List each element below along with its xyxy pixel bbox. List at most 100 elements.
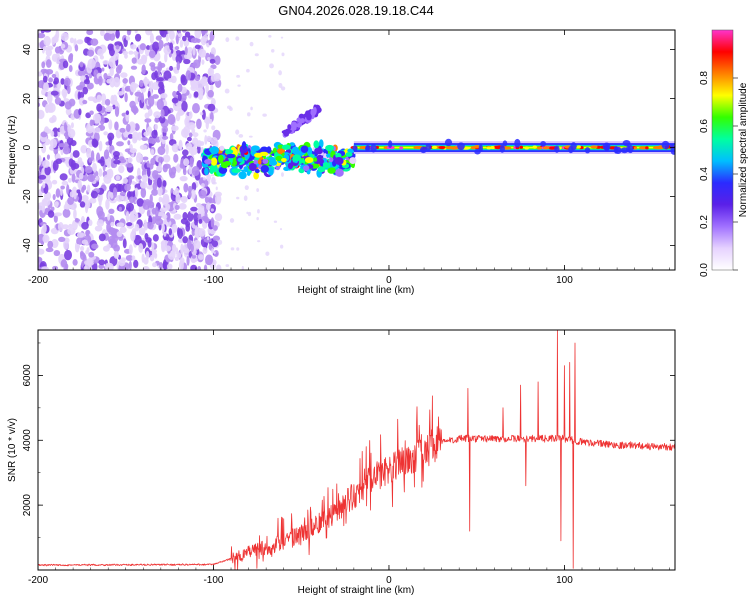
noise-blob — [165, 33, 169, 42]
transition-blob — [246, 170, 251, 177]
noise-blob — [88, 251, 95, 258]
noise-blob — [134, 91, 143, 97]
noise-blob — [182, 212, 188, 221]
noise-blob — [175, 54, 183, 64]
noise-blob — [79, 172, 84, 180]
noise-blob — [177, 109, 185, 116]
noise-blob — [139, 144, 148, 150]
carrier-wiggle — [388, 140, 393, 148]
noise-blob — [114, 106, 120, 117]
noise-blob — [262, 113, 267, 117]
noise-blob — [41, 61, 46, 69]
noise-blob — [177, 33, 183, 38]
spectrogram-xlabel: Height of straight line (km) — [298, 285, 415, 296]
noise-blob — [116, 231, 123, 238]
noise-blob — [197, 265, 202, 270]
noise-blob — [98, 259, 106, 266]
transition-blob — [248, 162, 257, 172]
upper-arm-blob — [296, 117, 301, 122]
noise-blob — [244, 185, 249, 191]
noise-blob — [87, 49, 95, 57]
transition-blob — [327, 167, 336, 174]
noise-blob — [109, 77, 116, 88]
noise-blob — [211, 248, 215, 254]
noise-blob — [151, 72, 157, 81]
noise-blob — [38, 248, 45, 255]
noise-blob — [160, 93, 168, 99]
noise-blob — [173, 213, 182, 220]
noise-blob — [164, 245, 172, 252]
noise-blob — [278, 82, 283, 89]
transition-blob — [345, 151, 353, 157]
noise-blob — [69, 191, 75, 198]
noise-blob — [79, 250, 84, 257]
noise-blob — [134, 223, 140, 232]
noise-blob — [154, 123, 158, 131]
noise-blob — [85, 250, 89, 255]
noise-blob — [265, 251, 270, 256]
noise-blob — [205, 254, 214, 266]
noise-blob — [246, 68, 250, 73]
noise-blob — [42, 160, 50, 168]
snr-series-line — [38, 330, 675, 570]
noise-blob — [46, 45, 54, 51]
noise-blob — [53, 250, 61, 257]
noise-blob — [204, 135, 208, 145]
noise-blob — [161, 135, 169, 140]
transition-blob — [226, 153, 236, 159]
noise-blob — [145, 250, 150, 260]
noise-blob — [45, 59, 52, 68]
noise-blob — [280, 36, 284, 39]
noise-blob — [118, 165, 125, 174]
snr-plot-area — [38, 330, 675, 570]
noise-blob — [181, 128, 189, 138]
figure-title: GN04.2026.028.19.18.C44 — [278, 3, 433, 18]
noise-blob — [214, 55, 221, 66]
carrier-wiggle — [584, 147, 591, 154]
noise-blob — [193, 212, 200, 223]
noise-blob — [170, 125, 179, 132]
carrier-wiggle — [420, 146, 427, 154]
noise-blob — [126, 202, 134, 212]
noise-blob — [81, 221, 89, 230]
noise-blob — [112, 150, 120, 157]
snr-background — [38, 330, 675, 570]
noise-blob — [176, 252, 182, 259]
transition-blob — [253, 159, 259, 165]
noise-blob — [214, 193, 222, 205]
transition-blob — [313, 157, 318, 162]
noise-blob — [90, 119, 95, 125]
noise-blob — [186, 117, 190, 127]
noise-blob — [236, 74, 241, 78]
noise-blob — [124, 87, 130, 92]
noise-blob — [190, 37, 199, 44]
noise-blob — [118, 206, 122, 212]
noise-blob — [229, 218, 235, 223]
noise-blob — [85, 112, 91, 119]
noise-blob — [236, 247, 240, 251]
y-tick-label: 0 — [22, 144, 33, 150]
noise-blob — [208, 39, 212, 46]
noise-blob — [98, 140, 103, 152]
noise-blob — [71, 173, 76, 183]
transition-blob — [275, 155, 283, 162]
noise-blob — [159, 207, 167, 213]
noise-blob — [146, 209, 151, 217]
noise-blob — [67, 177, 72, 183]
noise-blob — [186, 255, 190, 266]
noise-blob — [210, 217, 215, 228]
noise-blob — [42, 46, 48, 51]
y-tick-label: 6000 — [22, 364, 33, 387]
noise-blob — [210, 174, 215, 177]
carrier-wiggle — [540, 140, 547, 147]
noise-blob — [279, 227, 283, 231]
noise-blob — [192, 132, 199, 138]
noise-blob — [125, 123, 131, 133]
noise-blob — [47, 102, 56, 113]
noise-blob — [72, 258, 78, 266]
noise-blob — [109, 67, 114, 77]
carrier-peak — [639, 146, 648, 150]
transition-blob — [313, 140, 320, 149]
noise-blob — [154, 117, 159, 123]
transition-blob — [232, 160, 238, 166]
